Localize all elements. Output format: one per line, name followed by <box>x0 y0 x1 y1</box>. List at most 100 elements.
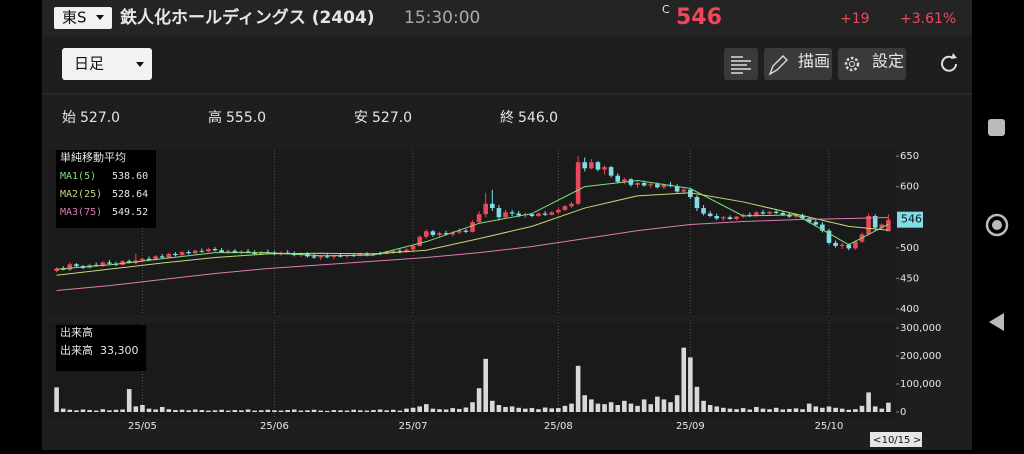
dropdown-arrow <box>96 15 104 20</box>
volume-bar <box>384 410 389 412</box>
volume-bar <box>595 403 601 412</box>
candle-body <box>338 255 343 257</box>
date-cursor[interactable] <box>870 432 922 447</box>
x-tick-label: 25/09 <box>676 421 705 432</box>
volume-bar <box>245 409 251 412</box>
volume-bar <box>192 409 198 412</box>
candle-body <box>331 255 337 257</box>
period-select[interactable] <box>62 48 152 80</box>
legend-value: 33,300 <box>100 344 139 357</box>
candle-body <box>661 184 667 188</box>
volume-bar <box>806 403 812 412</box>
volume-bar <box>351 409 356 412</box>
price-prefix: C <box>662 3 670 16</box>
candle-body <box>166 253 172 258</box>
candle-body <box>430 231 436 235</box>
candle-body <box>311 256 317 258</box>
volume-bar <box>159 406 165 412</box>
candle-body <box>60 268 66 270</box>
candle-body <box>153 256 158 260</box>
candle-body <box>820 224 825 231</box>
candle-body <box>767 211 772 214</box>
price-tag-bg <box>897 211 923 228</box>
volume-bar <box>839 408 845 412</box>
candle-body <box>140 258 145 261</box>
volume-bar <box>219 409 224 412</box>
candle-body <box>648 184 654 186</box>
volume-bar <box>298 410 304 412</box>
candle-body <box>159 256 165 258</box>
candle-body <box>212 249 218 251</box>
change: +19 <box>840 11 870 27</box>
refresh-icon[interactable] <box>941 55 957 72</box>
volume-bar <box>265 409 271 412</box>
time: 15:30:00 <box>404 8 480 28</box>
candle-body <box>773 211 779 213</box>
candle-body <box>516 213 522 216</box>
volume-bar <box>87 410 92 412</box>
volume-bar <box>615 405 621 412</box>
layout-button[interactable] <box>724 48 758 80</box>
volume-bar <box>450 408 455 412</box>
volume-bar <box>872 406 878 412</box>
candle-body <box>483 203 489 215</box>
volume-bar <box>206 410 211 412</box>
candle-body <box>589 162 594 169</box>
volume-plot <box>48 323 896 418</box>
candle-body <box>423 231 429 237</box>
candle-body <box>582 162 588 169</box>
volume-bar <box>93 410 99 412</box>
y-tick-label: 600 <box>900 182 919 193</box>
cursor-date: 10/15 <box>882 435 911 446</box>
price: 546 <box>676 5 722 30</box>
candle-body <box>199 250 205 252</box>
volume-bar <box>338 410 343 412</box>
candle-body <box>476 214 482 223</box>
candle-body <box>490 203 495 209</box>
settings-button[interactable] <box>838 48 906 80</box>
ohlc-value: 546.0 <box>518 110 558 126</box>
volume-bar <box>589 399 594 412</box>
volume-bar <box>826 406 832 412</box>
volume-bar <box>516 407 522 412</box>
candle-body <box>608 167 614 176</box>
market-select[interactable] <box>54 7 112 29</box>
candle-body <box>846 244 852 249</box>
y-tick-label: 0 <box>900 407 906 418</box>
nav-recent[interactable] <box>988 119 1005 136</box>
candle-body <box>225 250 231 253</box>
candle-body <box>529 214 535 216</box>
candle-body <box>806 218 812 223</box>
volume-bar <box>635 405 640 412</box>
volume-bar <box>324 410 330 412</box>
volume-bar <box>747 409 753 412</box>
volume-bar <box>582 395 588 412</box>
candle-body <box>179 252 185 256</box>
nav-home[interactable] <box>985 213 1009 237</box>
refresh-arrow <box>951 53 957 59</box>
volume-bar <box>212 410 218 412</box>
candle-body <box>450 232 455 235</box>
candle-body <box>324 256 330 258</box>
volume-bar <box>793 408 799 412</box>
volume-bar <box>107 410 112 412</box>
candle-body <box>833 242 838 246</box>
ohlc-value: 527.0 <box>372 110 412 126</box>
volume-bar <box>483 358 489 412</box>
volume-bar <box>318 410 323 412</box>
legend-item: MA1(5) <box>60 171 96 182</box>
volume-bar <box>569 403 574 412</box>
candle-body <box>496 208 502 218</box>
volume-bar <box>866 392 871 412</box>
candle-body <box>245 251 251 253</box>
draw-button[interactable] <box>764 48 832 80</box>
volume-bar <box>291 409 297 412</box>
volume-bar <box>556 408 561 412</box>
cursor-arrow: > <box>913 435 921 446</box>
volume-bar <box>285 410 290 412</box>
candle-body <box>206 249 211 252</box>
ma-line <box>56 180 889 270</box>
nav-back[interactable] <box>989 313 1004 331</box>
candle-body <box>173 253 178 256</box>
volume-bar <box>120 409 125 412</box>
